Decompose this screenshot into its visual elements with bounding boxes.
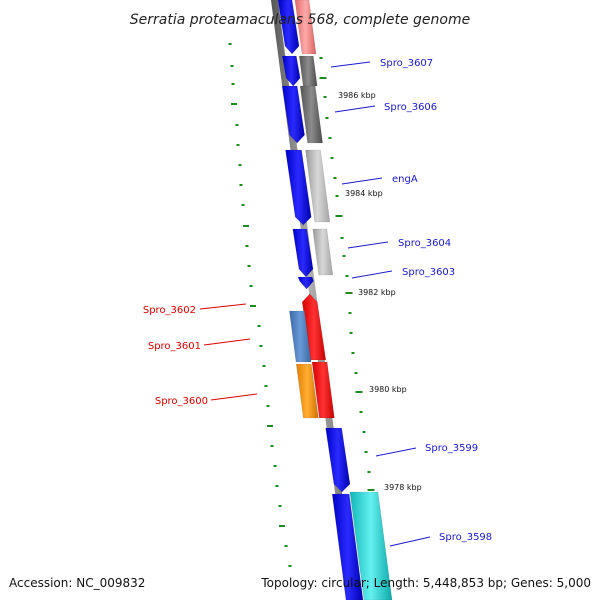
gene-feature [349, 491, 393, 600]
tick-dots-group [228, 43, 382, 567]
gene-label: Spro_3602 [143, 305, 196, 316]
cds-feature [281, 55, 301, 87]
gene-feature [305, 149, 331, 223]
gene-feature [298, 55, 318, 87]
gene-leader-line [341, 177, 383, 185]
tick-label: 3980 kbp [369, 385, 407, 394]
gene-leader-line [210, 393, 258, 401]
gene-leader-line [375, 447, 417, 457]
gene-leader-line [347, 241, 389, 249]
cds-feature-tip [297, 276, 314, 290]
gene-feature [294, 0, 317, 55]
gene-feature [299, 85, 323, 144]
cds-feature [277, 0, 300, 55]
gene-label: Spro_3604 [398, 238, 451, 249]
genome-summary-text: Topology: circular; Length: 5,448,853 bp… [261, 576, 591, 590]
gene-leader-line [334, 105, 376, 113]
cds-feature-red [311, 361, 335, 419]
gene-label: Spro_3606 [384, 102, 437, 113]
tick-label: 3978 kbp [384, 483, 422, 492]
tick-label: 3982 kbp [358, 288, 396, 297]
tick-label: 3984 kbp [345, 189, 383, 198]
gene-label: Spro_3603 [402, 267, 455, 278]
cds-feature-red [301, 293, 327, 361]
gene-leader-line [389, 536, 431, 547]
gene-leader-line [330, 61, 371, 68]
cds-feature [292, 228, 314, 278]
label-group: 3986 kbp 3984 kbp 3982 kbp 3980 kbp 3978 kbp… [143, 58, 492, 547]
gene-feature [312, 228, 334, 276]
accession-text: Accession: NC_009832 [9, 576, 146, 590]
gene-leader-line [199, 303, 247, 310]
cds-feature [331, 493, 364, 600]
gene-label: Spro_3601 [148, 341, 201, 352]
gene-leader-line [351, 270, 393, 279]
cds-feature [285, 149, 312, 226]
gene-feature-orange [295, 363, 319, 419]
gene-label: Spro_3600 [155, 396, 208, 407]
gene-label: engA [392, 174, 418, 185]
gene-label: Spro_3598 [439, 532, 492, 543]
tick-label: 3986 kbp [338, 91, 376, 100]
gene-label: Spro_3607 [380, 58, 433, 69]
map-title: Serratia proteamaculans 568, complete ge… [130, 12, 470, 28]
cds-feature [281, 85, 305, 144]
gene-leader-line [203, 338, 251, 346]
feature-group [277, 0, 393, 600]
gene-label: Spro_3599 [425, 443, 478, 454]
gene-feature-steel [289, 310, 312, 363]
cds-feature [325, 427, 351, 493]
